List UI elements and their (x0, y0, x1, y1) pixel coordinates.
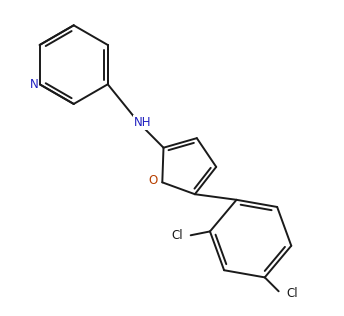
Text: O: O (149, 174, 158, 187)
Text: N: N (29, 78, 38, 91)
Text: NH: NH (134, 116, 151, 129)
Text: Cl: Cl (287, 287, 298, 300)
Text: Cl: Cl (171, 229, 183, 242)
